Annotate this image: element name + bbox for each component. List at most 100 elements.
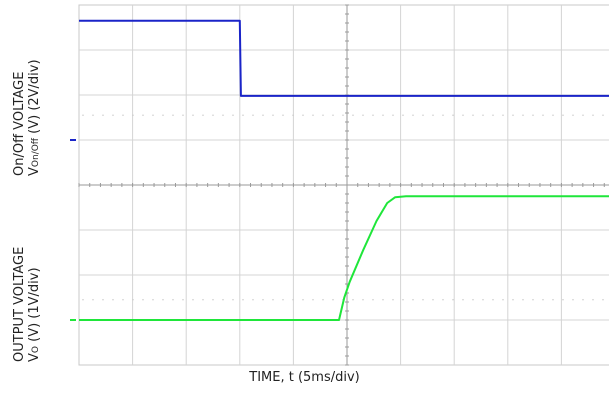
reference-dot [222,299,224,301]
reference-dot [122,299,124,301]
reference-dot [562,299,564,301]
reference-dot [262,114,264,116]
reference-dot [412,114,414,116]
reference-dot [542,114,544,116]
reference-dot [212,299,214,301]
reference-dot [372,114,374,116]
reference-dot [422,299,424,301]
reference-dot [532,114,534,116]
reference-dot [392,299,394,301]
reference-dot [222,114,224,116]
waveform-trace [79,19,609,97]
reference-dot [382,114,384,116]
reference-dot [172,114,174,116]
waveform-trace [79,195,609,321]
reference-dot [102,299,104,301]
reference-dot [392,114,394,116]
reference-dot [322,114,324,116]
reference-dot [482,299,484,301]
reference-dot [132,299,134,301]
top-ylabel-line2: VOn/Off (V) (2V/div) [27,59,42,176]
reference-dot [142,114,144,116]
reference-dot [262,299,264,301]
reference-dot [572,299,574,301]
reference-dot [532,299,534,301]
reference-dot [202,299,204,301]
reference-dot [202,114,204,116]
reference-dot [272,299,274,301]
reference-dot [602,299,604,301]
reference-dot [502,114,504,116]
reference-dot [152,114,154,116]
reference-dot [272,114,274,116]
reference-dot [142,299,144,301]
reference-dot [432,114,434,116]
reference-dot [182,299,184,301]
reference-dot [82,299,84,301]
reference-dot [412,299,414,301]
reference-dot [442,299,444,301]
reference-dot [522,299,524,301]
reference-dot [492,299,494,301]
reference-dot [512,114,514,116]
reference-dot [442,114,444,116]
reference-dot [452,114,454,116]
reference-dot [492,114,494,116]
reference-dot [312,299,314,301]
reference-dot [322,299,324,301]
reference-dot [232,114,234,116]
reference-dot [112,299,114,301]
reference-dot [302,299,304,301]
reference-dot [332,114,334,116]
reference-dot [542,299,544,301]
reference-dot [292,299,294,301]
reference-dot [242,114,244,116]
reference-dot [232,299,234,301]
reference-dot [192,299,194,301]
reference-dot [582,299,584,301]
reference-dot [582,114,584,116]
reference-dot [352,299,354,301]
reference-dot [452,299,454,301]
reference-dot [292,114,294,116]
reference-dot [552,114,554,116]
reference-dot [122,114,124,116]
reference-dot [282,299,284,301]
reference-dot [402,299,404,301]
reference-dot [472,299,474,301]
reference-dot [352,114,354,116]
reference-dot [242,299,244,301]
reference-dot [92,299,94,301]
reference-dot [132,114,134,116]
reference-dot [482,114,484,116]
reference-dot [82,114,84,116]
bottom-ylabel: OUTPUT VOLTAGE VO (V) (1V/div) [12,247,42,362]
reference-dot [372,299,374,301]
reference-dot [502,299,504,301]
reference-dot [282,114,284,116]
reference-dot [112,114,114,116]
reference-dot [212,114,214,116]
reference-dot [592,114,594,116]
reference-dot [422,114,424,116]
reference-dot [562,114,564,116]
reference-dot [472,114,474,116]
reference-dot [362,114,364,116]
reference-dot [602,114,604,116]
reference-dot [552,299,554,301]
bottom-ylabel-line1: OUTPUT VOLTAGE [12,246,27,362]
reference-dot [592,299,594,301]
reference-dot [522,114,524,116]
bottom-ylabel-line2: VO (V) (1V/div) [27,267,42,362]
reference-dot [182,114,184,116]
reference-dot [252,299,254,301]
reference-dot [512,299,514,301]
reference-dot [462,299,464,301]
reference-dot [432,299,434,301]
top-ylabel-line1: On/Off VOLTAGE [12,71,27,176]
reference-dot [92,114,94,116]
reference-dot [402,114,404,116]
reference-dot [342,114,344,116]
reference-dot [462,114,464,116]
reference-dot [192,114,194,116]
